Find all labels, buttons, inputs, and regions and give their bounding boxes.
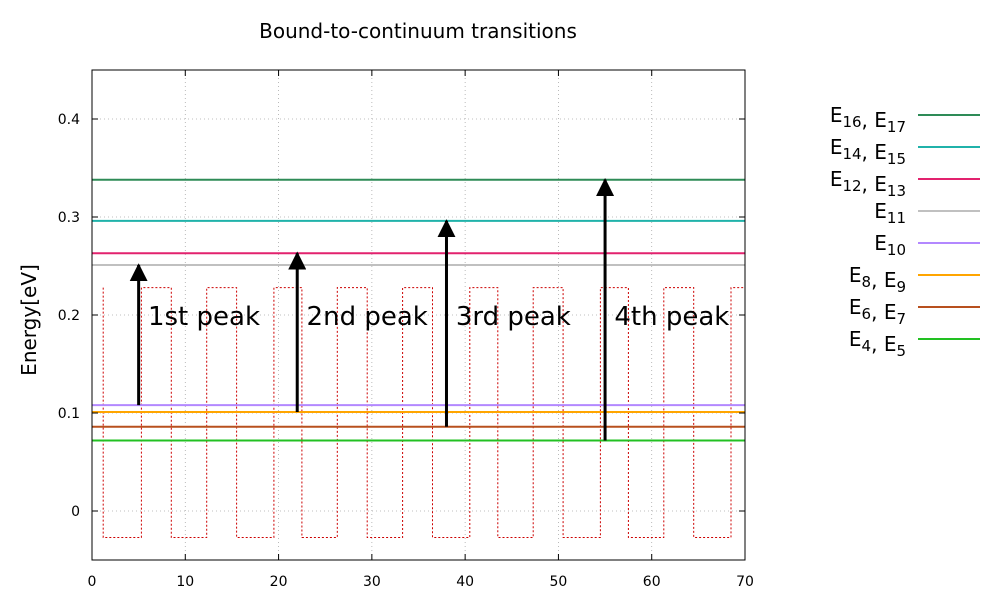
legend-entry-6: E6, E7 xyxy=(849,295,906,328)
transitions: 1st peak 2nd peak 3rd peak 4th peak xyxy=(129,177,729,441)
axis-ticks: 0 10 20 30 40 50 60 70 0 0.1 0.2 0.3 0.4 xyxy=(58,70,754,590)
y-tick-label-0: 0 xyxy=(71,504,80,520)
legend-entry-2: E12, E13 xyxy=(830,167,906,200)
legend-entry-7: E4, E5 xyxy=(849,327,906,360)
energy-levels xyxy=(92,178,745,442)
transition-label-0: 1st peak xyxy=(148,302,260,332)
x-tick-label-5: 50 xyxy=(550,574,568,590)
x-tick-label-2: 20 xyxy=(270,574,288,590)
potential-profile xyxy=(102,287,745,538)
legend-entry-5: E8, E9 xyxy=(849,263,906,296)
y-tick-label-4: 0.4 xyxy=(58,112,80,128)
y-axis-label: Energy[eV] xyxy=(17,264,41,376)
x-tick-label-3: 30 xyxy=(363,574,381,590)
x-tick-label-7: 70 xyxy=(736,574,754,590)
legend-entry-0: E16, E17 xyxy=(830,103,906,136)
legend-entry-3: E11 xyxy=(874,199,906,227)
legend-entry-4: E10 xyxy=(874,231,906,259)
y-tick-label-1: 0.1 xyxy=(58,406,80,422)
transition-label-1: 2nd peak xyxy=(307,302,428,332)
x-tick-label-0: 0 xyxy=(88,574,97,590)
chart-title: Bound-to-continuum transitions xyxy=(259,19,577,43)
x-tick-label-6: 60 xyxy=(643,574,661,590)
y-tick-label-2: 0.2 xyxy=(58,308,80,324)
potential-profile-line xyxy=(102,287,745,538)
y-tick-label-3: 0.3 xyxy=(58,210,80,226)
x-tick-label-1: 10 xyxy=(176,574,194,590)
x-tick-label-4: 40 xyxy=(456,574,474,590)
transition-label-2: 3rd peak xyxy=(456,302,571,332)
legend-entry-1: E14, E15 xyxy=(830,135,906,168)
transition-label-3: 4th peak xyxy=(614,302,729,332)
